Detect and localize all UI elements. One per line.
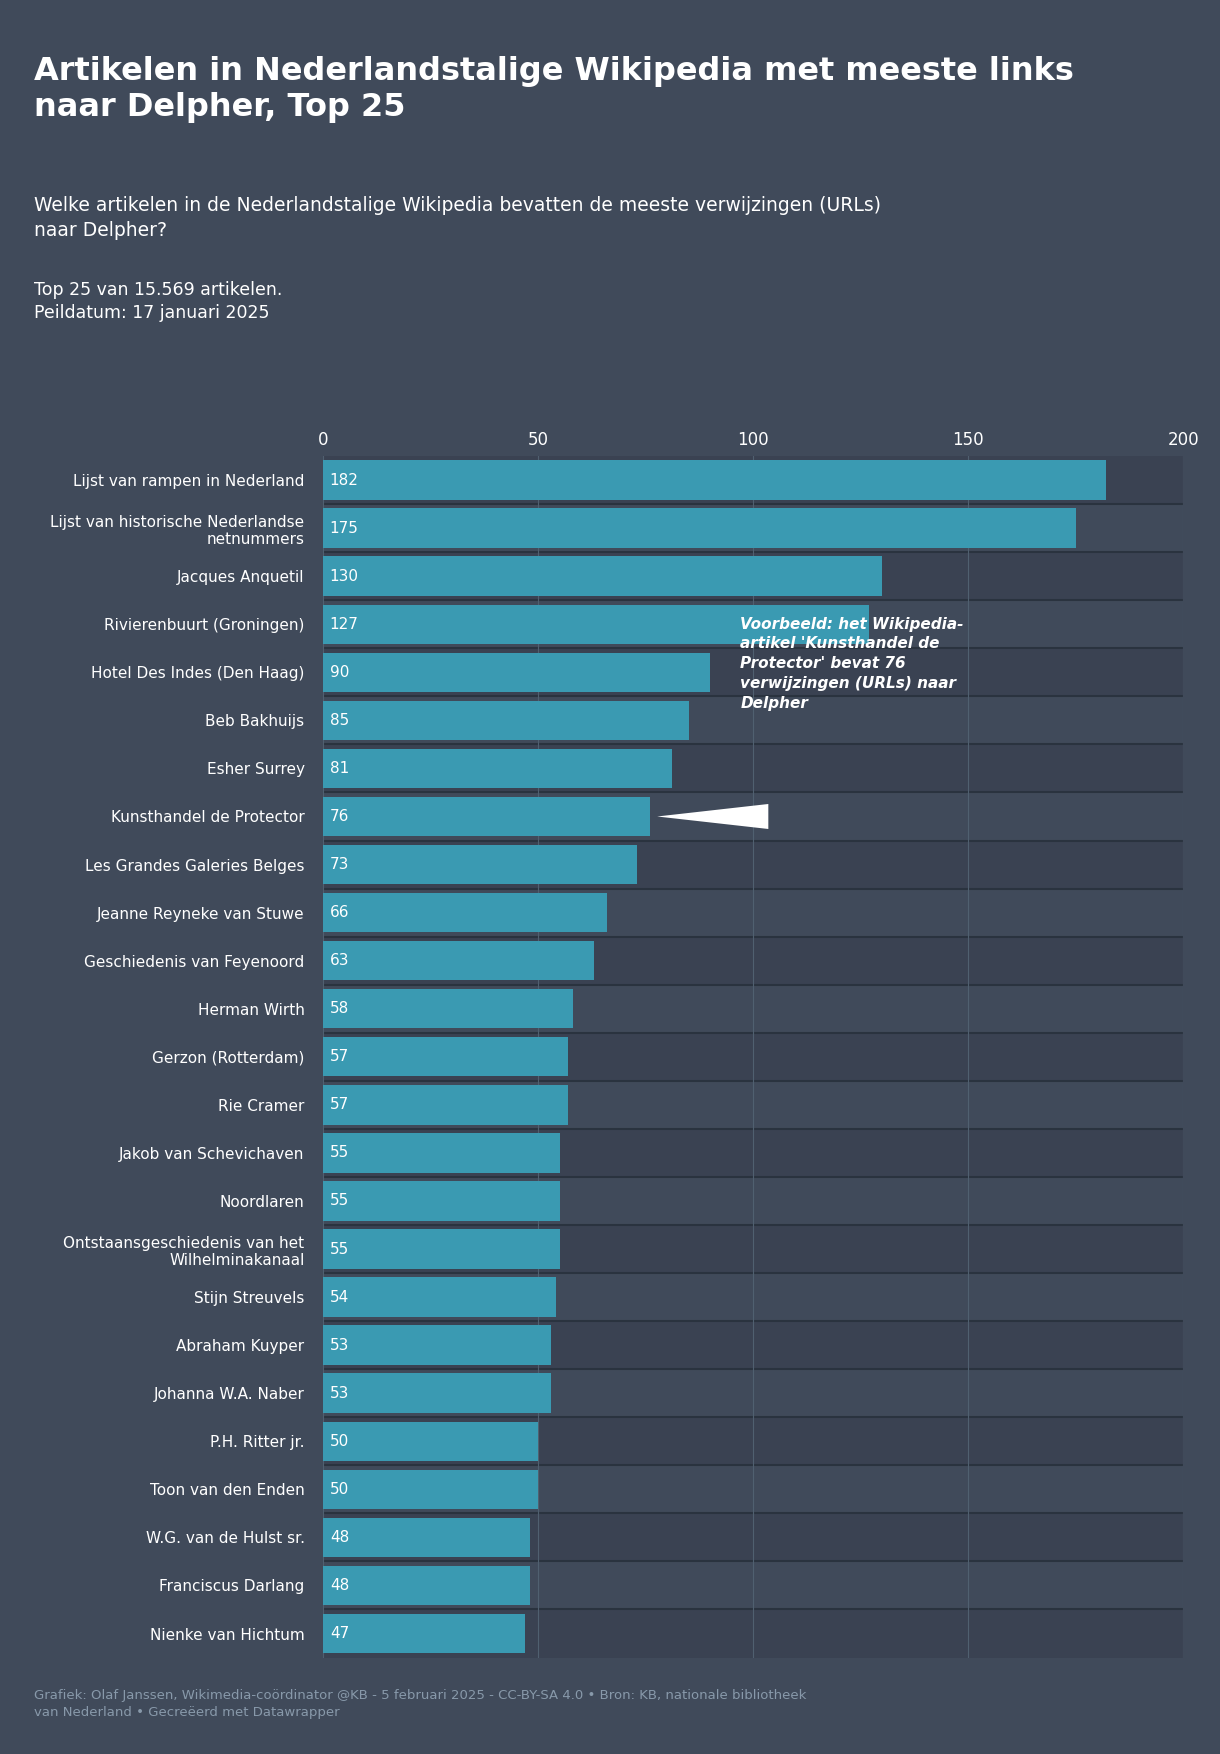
Bar xyxy=(323,1080,1183,1130)
Text: 58: 58 xyxy=(329,1002,349,1016)
Bar xyxy=(323,600,1183,649)
Bar xyxy=(323,893,608,933)
Bar xyxy=(323,1517,529,1558)
Bar xyxy=(323,696,1183,744)
Bar xyxy=(323,553,1183,600)
Text: Welke artikelen in de Nederlandstalige Wikipedia bevatten de meeste verwijzingen: Welke artikelen in de Nederlandstalige W… xyxy=(34,196,881,240)
Bar xyxy=(323,1470,538,1508)
Bar xyxy=(323,509,1076,547)
Bar xyxy=(323,793,1183,840)
Text: 130: 130 xyxy=(329,568,359,584)
Text: 127: 127 xyxy=(329,617,359,631)
Bar xyxy=(323,1230,560,1268)
Bar xyxy=(323,1417,1183,1465)
Bar xyxy=(323,796,650,837)
Text: 63: 63 xyxy=(329,952,349,968)
Bar xyxy=(323,1130,1183,1177)
Bar xyxy=(323,1037,569,1077)
Bar xyxy=(323,1180,560,1221)
Text: 76: 76 xyxy=(329,809,349,824)
Bar xyxy=(323,1277,555,1317)
Bar xyxy=(323,1614,526,1654)
Bar xyxy=(323,889,1183,937)
Text: 175: 175 xyxy=(329,521,359,535)
Text: 81: 81 xyxy=(329,761,349,775)
Text: 53: 53 xyxy=(329,1338,349,1352)
Bar xyxy=(323,1421,538,1461)
Bar xyxy=(323,984,1183,1033)
Text: 53: 53 xyxy=(329,1386,349,1401)
Text: 48: 48 xyxy=(329,1529,349,1545)
Text: 55: 55 xyxy=(329,1145,349,1161)
Text: 50: 50 xyxy=(329,1433,349,1449)
Bar xyxy=(323,460,1107,500)
Bar xyxy=(323,1610,1183,1658)
Text: 90: 90 xyxy=(329,665,349,681)
Bar xyxy=(323,1086,569,1124)
Bar xyxy=(323,744,1183,793)
Bar xyxy=(323,845,637,884)
Bar xyxy=(323,1033,1183,1080)
Bar xyxy=(323,700,689,740)
Bar xyxy=(323,1566,529,1605)
Bar xyxy=(323,652,710,693)
Text: 50: 50 xyxy=(329,1482,349,1496)
Text: 66: 66 xyxy=(329,905,349,921)
Text: Artikelen in Nederlandstalige Wikipedia met meeste links
naar Delpher, Top 25: Artikelen in Nederlandstalige Wikipedia … xyxy=(34,56,1074,123)
Text: Voorbeeld: het Wikipedia-
artikel 'Kunsthandel de
Protector' bevat 76
verwijzing: Voorbeeld: het Wikipedia- artikel 'Kunst… xyxy=(741,617,964,710)
Bar xyxy=(323,649,1183,696)
Bar xyxy=(323,1177,1183,1224)
Bar xyxy=(323,456,1183,503)
Bar xyxy=(323,989,572,1028)
Text: 54: 54 xyxy=(329,1289,349,1305)
Text: 48: 48 xyxy=(329,1579,349,1593)
Bar xyxy=(323,1561,1183,1610)
Bar xyxy=(323,749,672,788)
Bar xyxy=(323,1514,1183,1561)
Text: 57: 57 xyxy=(329,1049,349,1065)
Text: 55: 55 xyxy=(329,1193,349,1209)
Bar xyxy=(323,1370,1183,1417)
Bar xyxy=(323,556,882,596)
Bar xyxy=(323,1273,1183,1321)
Text: 47: 47 xyxy=(329,1626,349,1642)
Bar xyxy=(323,1465,1183,1514)
Bar xyxy=(323,840,1183,889)
Bar xyxy=(323,1321,1183,1370)
Bar xyxy=(323,1224,1183,1273)
Text: Top 25 van 15.569 artikelen.
Peildatum: 17 januari 2025: Top 25 van 15.569 artikelen. Peildatum: … xyxy=(34,281,283,323)
Bar xyxy=(323,940,594,980)
Text: 182: 182 xyxy=(329,472,359,488)
Bar xyxy=(323,1373,551,1414)
Text: 85: 85 xyxy=(329,712,349,728)
Bar xyxy=(323,503,1183,553)
Text: 55: 55 xyxy=(329,1242,349,1256)
Text: Grafiek: Olaf Janssen, Wikimedia-coördinator @KB - 5 februari 2025 - CC-BY-SA 4.: Grafiek: Olaf Janssen, Wikimedia-coördin… xyxy=(34,1689,806,1719)
Text: 57: 57 xyxy=(329,1098,349,1112)
Text: 73: 73 xyxy=(329,858,349,872)
Bar xyxy=(323,1326,551,1365)
Bar xyxy=(323,1133,560,1173)
Bar xyxy=(323,605,870,644)
Bar xyxy=(323,937,1183,984)
